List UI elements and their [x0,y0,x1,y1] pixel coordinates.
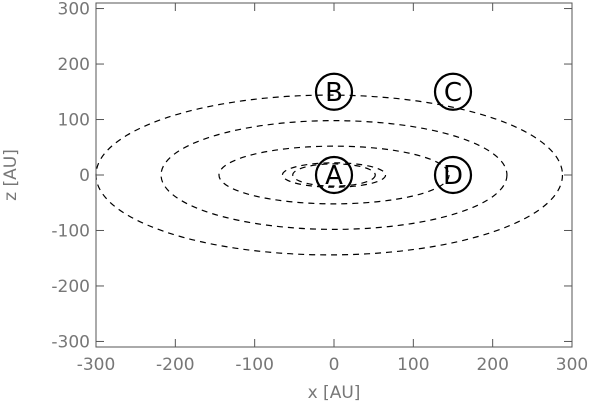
marker-circle [433,72,473,111]
marker-label: C [444,78,462,108]
x-tick-label: -300 [77,355,116,375]
axis-ticks: -300 -200 -100 0 100 200 300 -300 -200 -100 0 100 20… [51,0,588,375]
marker-circle [433,155,473,195]
marker-circle [314,155,354,195]
x-tick-label: -200 [156,355,195,375]
x-axis-label: x [AU] [308,383,361,403]
y-tick-label: 100 [58,111,90,131]
x-tick-label: 0 [329,355,340,375]
orbit-ellipse-2 [281,162,387,188]
y-tick-label: -200 [51,277,90,297]
y-tick-label: 0 [79,166,90,186]
y-tick-label: 200 [58,55,90,75]
marker-circle [314,72,354,111]
y-tick-label: -300 [51,332,90,352]
markers: A B C D [314,72,473,195]
marker-label: B [325,78,343,108]
marker-a: A [314,155,354,195]
marker-b: B [314,72,354,111]
x-tick-label: -100 [235,355,274,375]
y-axis-label: z [AU] [1,149,21,201]
orbit-ellipse-4 [160,120,508,230]
orbit-ellipse-1 [292,163,376,187]
x-tick-label: 300 [556,355,588,375]
marker-d: D [433,155,473,195]
orbit-ellipse-3 [218,145,450,205]
x-tick-label: 200 [476,355,508,375]
marker-label: A [325,161,343,191]
y-tick-label: -100 [51,221,90,241]
y-tick-label: 300 [58,0,90,20]
marker-c: C [433,72,473,111]
x-tick-label: 100 [397,355,429,375]
marker-label: D [443,161,463,191]
